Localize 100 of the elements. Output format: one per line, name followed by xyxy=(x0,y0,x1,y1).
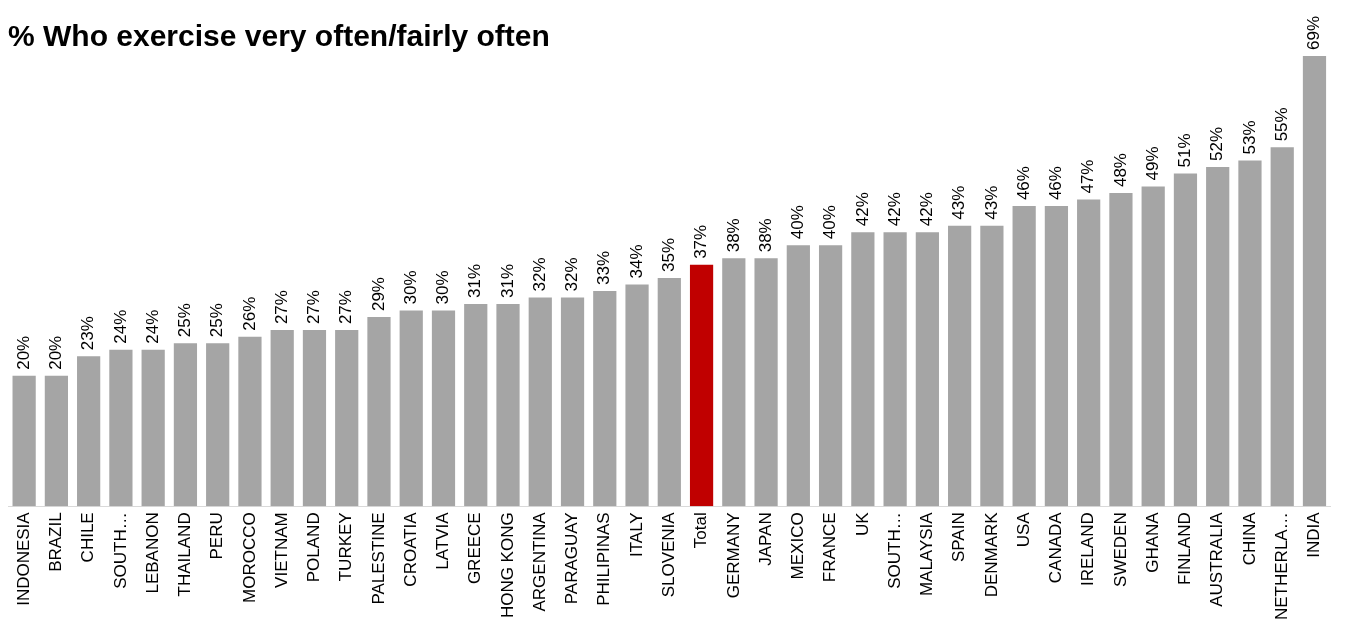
data-label: 42% xyxy=(852,192,872,227)
x-tick-label: TURKEY xyxy=(336,512,356,582)
data-label: 32% xyxy=(562,257,582,292)
x-tick-label: JAPAN xyxy=(755,512,775,566)
bar xyxy=(1238,160,1262,507)
data-label: 20% xyxy=(46,335,66,370)
bar xyxy=(851,232,875,507)
x-tick-label: CANADA xyxy=(1046,511,1066,584)
x-tick-label: INDIA xyxy=(1304,511,1324,558)
data-label: 27% xyxy=(336,290,356,325)
bar xyxy=(948,225,972,507)
data-label: 32% xyxy=(529,257,549,292)
x-tick-label: INDONESIA xyxy=(13,511,33,606)
data-label: 46% xyxy=(1013,166,1033,201)
x-tick-label: SOUTH… xyxy=(884,512,904,589)
bar xyxy=(593,290,617,507)
bar xyxy=(1044,206,1069,507)
bar xyxy=(1109,193,1133,507)
x-tick-label: POLAND xyxy=(304,512,324,583)
bar xyxy=(722,258,746,507)
bar xyxy=(786,245,810,507)
x-tick-label: NETHERLA… xyxy=(1271,512,1291,620)
data-label: 31% xyxy=(465,263,485,298)
x-tick-label: SOUTH… xyxy=(110,512,130,589)
x-tick-label: GERMANY xyxy=(723,512,743,599)
bar xyxy=(689,264,714,507)
bar xyxy=(625,284,649,507)
x-tick-label: HONG KONG xyxy=(497,512,517,619)
x-tick-label: SPAIN xyxy=(949,512,969,563)
x-tick-label: SWEDEN xyxy=(1110,512,1130,587)
bar xyxy=(335,330,359,507)
bar xyxy=(77,356,101,507)
bar xyxy=(270,330,294,507)
x-tick-label: LEBANON xyxy=(142,512,162,594)
chart-title: % Who exercise very often/fairly often xyxy=(8,19,550,53)
data-label: 30% xyxy=(433,270,453,305)
bar xyxy=(1077,199,1101,507)
data-label: 27% xyxy=(271,290,291,325)
data-label: 47% xyxy=(1078,159,1098,194)
x-tick-label: ARGENTINA xyxy=(529,511,549,612)
data-label: 27% xyxy=(304,290,324,325)
data-label: 46% xyxy=(1046,166,1066,201)
bar xyxy=(496,304,520,507)
bar xyxy=(109,349,133,507)
data-label: 25% xyxy=(175,303,195,338)
x-tick-label: VIETNAM xyxy=(271,512,291,588)
data-label: 40% xyxy=(788,205,808,240)
bar xyxy=(560,297,585,507)
bar xyxy=(818,245,843,507)
bar xyxy=(528,297,552,507)
x-tick-label: IRELAND xyxy=(1078,512,1098,586)
data-label: 43% xyxy=(981,185,1001,220)
data-label: 42% xyxy=(917,192,937,227)
bar xyxy=(464,304,488,507)
data-label: 35% xyxy=(658,237,678,272)
data-label: 40% xyxy=(820,205,840,240)
bar xyxy=(238,336,262,507)
bar xyxy=(206,343,230,507)
data-label: 31% xyxy=(497,263,517,298)
data-label: 25% xyxy=(207,303,227,338)
data-label: 43% xyxy=(949,185,969,220)
x-tick-label: CHILE xyxy=(78,512,98,563)
data-label: 26% xyxy=(239,296,259,331)
x-tick-label: ITALY xyxy=(626,512,646,558)
x-tick-label: GREECE xyxy=(465,512,485,585)
x-tick-label: MALAYSIA xyxy=(917,511,937,597)
bar xyxy=(754,258,778,507)
x-tick-label: LATVIA xyxy=(433,511,453,570)
x-tick-label: MEXICO xyxy=(788,512,808,580)
data-label: 38% xyxy=(723,218,743,253)
x-tick-label: USA xyxy=(1013,511,1033,548)
x-tick-label: PALESTINE xyxy=(368,512,388,605)
bar xyxy=(141,349,165,507)
data-label: 34% xyxy=(626,244,646,279)
bar xyxy=(1141,186,1165,507)
x-tick-label: THAILAND xyxy=(175,512,195,597)
x-tick-label: CROATIA xyxy=(400,511,420,587)
data-label: 33% xyxy=(594,250,614,285)
x-tick-label: FINLAND xyxy=(1175,512,1195,586)
x-tick-label: PHILIPINAS xyxy=(594,512,614,606)
data-label: 24% xyxy=(110,309,130,344)
bar xyxy=(883,232,907,507)
bar xyxy=(399,310,423,507)
x-tick-label: BRAZIL xyxy=(46,512,66,572)
data-label: 53% xyxy=(1239,120,1259,155)
bar xyxy=(431,310,456,507)
bar xyxy=(657,277,681,507)
data-label: 37% xyxy=(691,224,711,259)
data-label: 69% xyxy=(1304,15,1324,50)
bar xyxy=(1270,147,1294,507)
data-label: 38% xyxy=(755,218,775,253)
bar xyxy=(173,343,198,507)
bar xyxy=(1012,206,1036,507)
x-tick-label: PARAGUAY xyxy=(562,512,582,605)
data-label: 30% xyxy=(400,270,420,305)
x-tick-label: UK xyxy=(852,511,872,536)
x-tick-label: CHINA xyxy=(1239,511,1259,566)
x-tick-label: Total xyxy=(691,512,711,549)
x-tick-label: DENMARK xyxy=(981,511,1001,598)
bar xyxy=(367,317,391,507)
